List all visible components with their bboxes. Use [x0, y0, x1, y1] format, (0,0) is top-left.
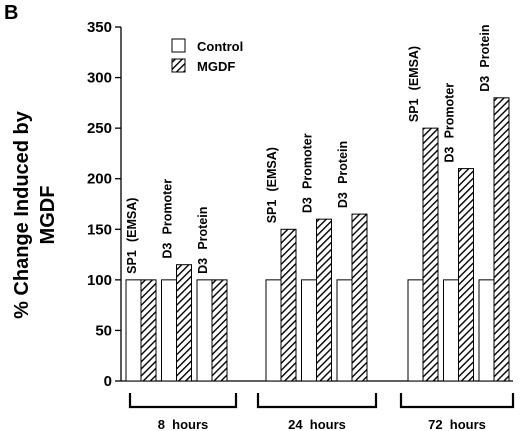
bar-annotation-9-b: Protein	[478, 25, 492, 68]
bracket-3	[399, 393, 515, 409]
bar-annotation-7-b: (EMSA)	[407, 46, 421, 90]
bar-mgdf-5	[316, 218, 332, 382]
y-axis-label-line-2: MGDF	[37, 186, 59, 245]
bar-annotation-4-b: (EMSA)	[265, 147, 279, 191]
bar-annotation-2-a: D3	[161, 243, 175, 259]
group-label-3: 72 hours	[428, 417, 486, 431]
bar-mgdf-9	[493, 97, 510, 382]
bar-annotation-1-b: (EMSA)	[125, 198, 139, 242]
bar-mgdf-4	[280, 228, 297, 382]
bar-control-3	[196, 279, 213, 382]
y-tick-label-300: 300	[87, 70, 112, 87]
bar-annotation-3-a: D3	[196, 258, 210, 274]
bar-mgdf-1	[140, 279, 157, 382]
y-tick-label-50: 50	[95, 322, 112, 339]
bar-control-7	[407, 279, 424, 382]
y-tick-label-350: 350	[87, 19, 112, 36]
bar-control-1	[125, 279, 142, 382]
bar-annotation-7-a: SP1	[407, 98, 421, 122]
bar-control-5	[301, 279, 317, 382]
axes: 0 50 100 150 200 250 300 350	[87, 19, 513, 390]
panel-label: B	[4, 2, 18, 24]
bar-annotation-4-a: SP1	[265, 200, 279, 224]
y-tick-label-100: 100	[87, 272, 112, 289]
y-tick-label-200: 200	[87, 171, 112, 188]
bar-mgdf-8	[458, 168, 474, 382]
bars	[125, 97, 510, 382]
time-group-brackets: 8 hours 24 hours 72 hours	[128, 393, 515, 431]
bar-control-8	[443, 279, 459, 382]
bar-annotation-9-a: D3	[478, 76, 492, 92]
legend: Control MGDF	[171, 38, 243, 74]
bracket-1	[128, 393, 238, 409]
bar-annotation-8-a: D3	[443, 147, 457, 163]
bar-annotations: SP1 (EMSA) D3 Promoter D3 Protein SP1 (EMSA) D3 P…	[125, 25, 492, 274]
y-tick-label-0: 0	[104, 373, 112, 390]
bar-mgdf-2	[176, 264, 192, 382]
y-tick-label-150: 150	[87, 221, 112, 238]
bar-annotation-6-a: D3	[336, 192, 350, 208]
bar-mgdf-3	[211, 279, 228, 382]
legend-swatch-control	[171, 38, 186, 53]
bar-mgdf-7	[422, 127, 439, 382]
legend-label-control: Control	[197, 39, 243, 54]
bar-control-9	[478, 279, 495, 382]
bar-annotation-6-b: Protein	[336, 141, 350, 184]
bar-mgdf-6	[351, 213, 368, 382]
bar-annotation-3-b: Protein	[196, 207, 210, 250]
y-tick-label-250: 250	[87, 120, 112, 137]
group-label-2: 24 hours	[288, 417, 346, 431]
bar-annotation-8-b: Promoter	[443, 83, 457, 139]
y-axis-label-line-1: % Change Induced by	[11, 110, 33, 319]
bar-annotation-5-a: D3	[301, 197, 315, 213]
legend-label-mgdf: MGDF	[197, 59, 235, 74]
bar-control-6	[336, 279, 353, 382]
legend-swatch-mgdf	[171, 58, 186, 73]
y-axis-label: % Change Induced by MGDF	[11, 110, 59, 319]
bar-annotation-1-a: SP1	[125, 250, 139, 274]
bar-annotation-2-b: Promoter	[161, 179, 175, 235]
bracket-2	[256, 393, 378, 409]
bar-control-2	[161, 279, 177, 382]
bar-annotation-5-b: Promoter	[301, 133, 315, 189]
group-label-1: 8 hours	[158, 417, 209, 431]
bar-control-4	[265, 279, 282, 382]
